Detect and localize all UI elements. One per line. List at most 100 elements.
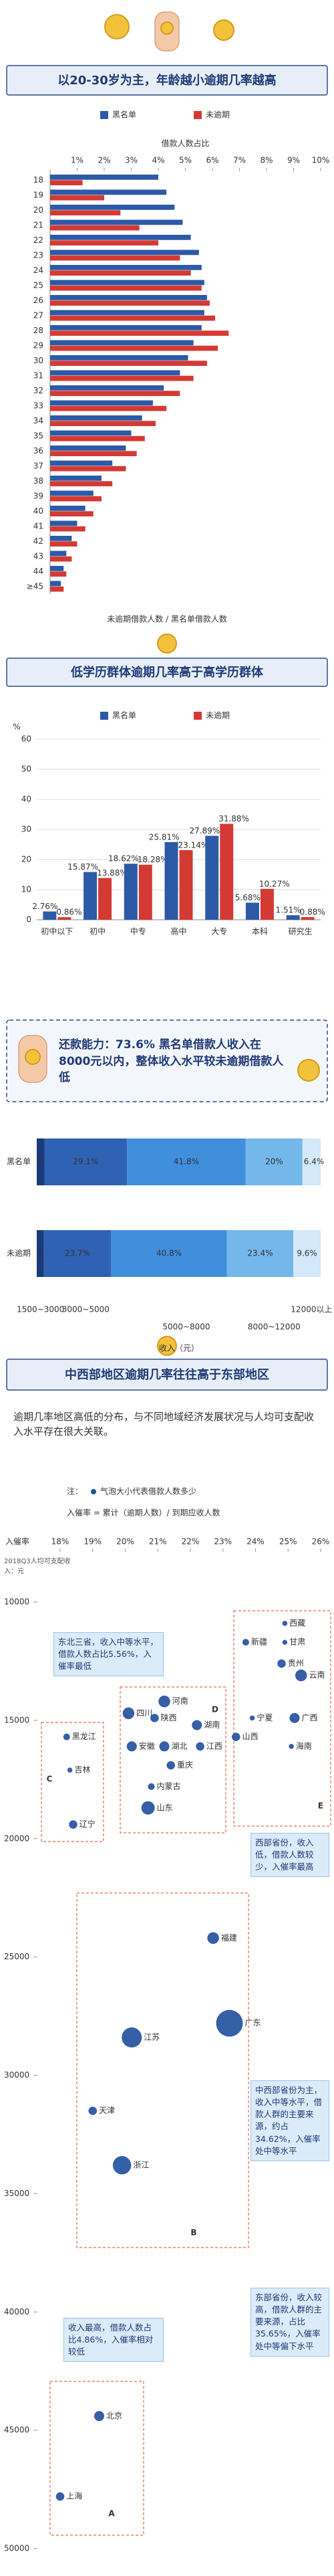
y-tick-label: 40 bbox=[33, 506, 43, 516]
chart-title: 低学历群体逾期几率高于高学历群体 bbox=[70, 665, 264, 680]
y-tick-label: 10 bbox=[21, 885, 31, 894]
bar-segment bbox=[37, 1138, 45, 1185]
y-tick-label: 18 bbox=[33, 175, 43, 185]
bar bbox=[50, 361, 207, 366]
bar bbox=[50, 506, 86, 511]
bubble bbox=[148, 1783, 155, 1790]
y-tick-label: 31 bbox=[33, 371, 43, 380]
bar-segment bbox=[43, 1230, 112, 1277]
y-tick-label: 25000 bbox=[4, 1952, 29, 1961]
point-label: 湖南 bbox=[204, 1719, 220, 1729]
bar-segment bbox=[37, 1230, 44, 1277]
bar-segment bbox=[302, 1138, 321, 1185]
chart-title: 以20-30岁为主，年龄越小逾期几率越高 bbox=[57, 73, 277, 88]
bar bbox=[50, 421, 156, 426]
bar bbox=[50, 451, 137, 456]
point-label: 四川 bbox=[136, 1708, 152, 1718]
y-tick-label: 30000 bbox=[4, 2070, 29, 2080]
bubble bbox=[67, 1767, 73, 1773]
category-label: 12000以上 bbox=[291, 1305, 332, 1314]
bar bbox=[50, 255, 180, 261]
bar bbox=[50, 476, 102, 481]
annotation: 西部省份，收入低，借款人数较少，入催率最高 bbox=[251, 1833, 329, 1878]
x-tick-label: 22% bbox=[182, 1537, 200, 1547]
category-label: 1500~3000 bbox=[17, 1305, 64, 1314]
bar bbox=[205, 835, 219, 920]
bubble bbox=[141, 1801, 155, 1815]
x-tick-label: 23% bbox=[214, 1537, 232, 1547]
title-band bbox=[6, 1359, 328, 1391]
bar bbox=[50, 300, 210, 306]
legend-swatch bbox=[100, 712, 108, 720]
bar bbox=[50, 285, 202, 291]
bubble bbox=[277, 1659, 286, 1668]
bubble bbox=[242, 1639, 249, 1646]
x-tick-label: 1% bbox=[71, 156, 84, 165]
bar bbox=[50, 415, 142, 421]
bubble bbox=[126, 1741, 137, 1752]
x-axis-label: 入催率 bbox=[5, 1537, 29, 1547]
chart-title: 还款能力：73.6% 黑名单借款人收入在8000元以内，整体收入水平较未逾期借款… bbox=[59, 1038, 284, 1085]
data-label: 5.68% bbox=[235, 893, 261, 902]
x-tick-label: 18% bbox=[51, 1537, 69, 1547]
y-tick-label: 50000 bbox=[4, 2544, 29, 2553]
bar bbox=[50, 466, 126, 472]
data-label: 40.8% bbox=[156, 1249, 182, 1258]
bubble bbox=[55, 2492, 65, 2501]
point-label: 江西 bbox=[206, 1741, 222, 1751]
data-label: 0.86% bbox=[56, 908, 81, 917]
note: 注： bbox=[67, 1486, 83, 1496]
point-label: 黑龙江 bbox=[72, 1732, 96, 1741]
bar bbox=[50, 526, 86, 532]
bar bbox=[50, 370, 180, 376]
bar bbox=[50, 219, 183, 225]
annotation: 收入最高，借款人数占比4.86%，入催率相对较低 bbox=[63, 2318, 164, 2363]
point-label: 西藏 bbox=[289, 1618, 305, 1627]
data-label: 13.88% bbox=[97, 868, 128, 878]
point-label: 福建 bbox=[221, 1933, 237, 1943]
y-tick-label: 43 bbox=[33, 551, 43, 561]
note-bullet bbox=[91, 1489, 96, 1494]
y-tick-label: 35 bbox=[33, 431, 43, 440]
y-tick-label: 20 bbox=[21, 855, 31, 864]
bar bbox=[50, 315, 216, 321]
point-label: 天津 bbox=[99, 2106, 115, 2115]
bubble bbox=[196, 1742, 204, 1751]
y-axis-label: % bbox=[13, 722, 20, 732]
bar-segment bbox=[44, 1138, 128, 1185]
bar bbox=[179, 850, 193, 920]
data-label: 31.88% bbox=[218, 814, 249, 823]
y-axis-label: 2018Q3人均可支配收入：元 bbox=[4, 1558, 71, 1575]
region-frame bbox=[120, 1686, 226, 1834]
bar bbox=[220, 823, 234, 920]
coin-icon bbox=[157, 1336, 177, 1356]
coin-icon bbox=[157, 633, 177, 654]
bubble bbox=[166, 1761, 175, 1770]
x-tick-label: 3% bbox=[125, 156, 138, 165]
bar bbox=[57, 917, 71, 920]
data-label: 23.14% bbox=[178, 840, 209, 850]
y-tick-label: 39 bbox=[33, 491, 43, 500]
data-label: 0.88% bbox=[300, 908, 325, 917]
bar bbox=[50, 175, 158, 180]
y-tick-label: 60 bbox=[21, 734, 31, 744]
bar bbox=[164, 841, 178, 920]
bar bbox=[50, 235, 191, 240]
x-tick-label: 本科 bbox=[252, 927, 268, 936]
point-label: 山东 bbox=[157, 1803, 173, 1812]
bar bbox=[50, 405, 167, 411]
data-label: 20% bbox=[265, 1157, 283, 1167]
bar bbox=[50, 490, 94, 496]
bubble bbox=[282, 1640, 288, 1645]
bar bbox=[50, 430, 132, 436]
bar bbox=[50, 295, 207, 300]
bar bbox=[50, 586, 64, 592]
data-label: 2.76% bbox=[32, 902, 57, 911]
point-label: 云南 bbox=[309, 1670, 325, 1680]
bar-segment bbox=[245, 1138, 303, 1185]
point-label: 陕西 bbox=[161, 1712, 177, 1722]
y-tick-label: 10000 bbox=[4, 1597, 29, 1607]
bar bbox=[301, 917, 315, 920]
y-tick-label: 37 bbox=[33, 461, 43, 470]
point-label: 河南 bbox=[172, 1696, 188, 1706]
